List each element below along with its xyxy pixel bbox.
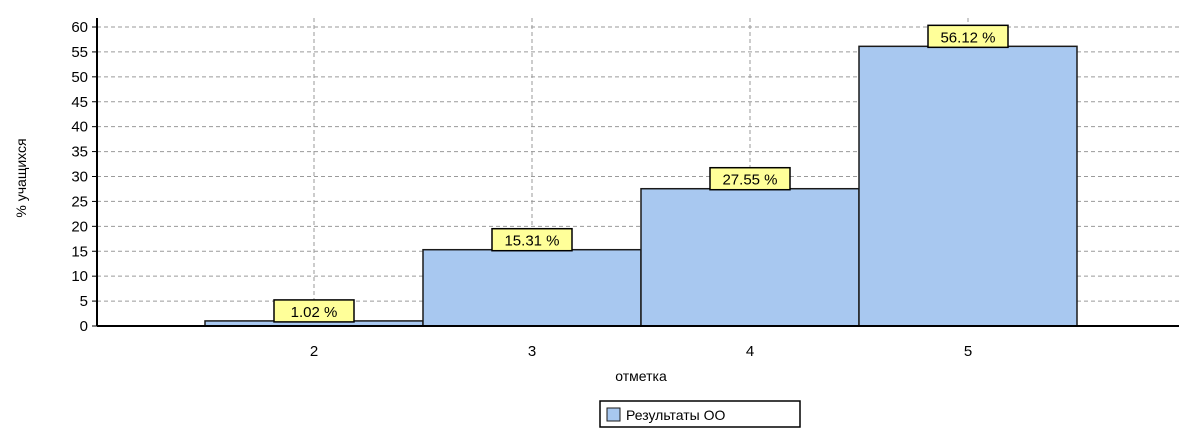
data-label-box: [709, 166, 791, 191]
data-label-text: 56.12 %: [940, 29, 995, 46]
bar-5: [858, 45, 1078, 327]
data-label: 15.31 %: [491, 227, 573, 252]
y-tick-label: 30: [71, 169, 88, 186]
x-axis-title: отметка: [615, 368, 667, 384]
y-tick-label: 20: [71, 218, 88, 235]
x-tick-labels: 2 3 4 5: [310, 343, 972, 360]
bar-4: [640, 187, 860, 327]
data-label-box: [927, 24, 1009, 49]
data-labels: 1.02 % 15.31 % 27.55 % 56.12 %: [273, 24, 1009, 323]
data-label-box: [491, 227, 573, 252]
y-tick-label: 0: [80, 318, 88, 335]
x-tick-label: 4: [746, 343, 754, 360]
y-tick-labels: 0 5 10 15 20 25 30 35 40 45 50 55 60: [71, 19, 97, 335]
x-tick-label: 2: [310, 343, 318, 360]
legend-box: [599, 400, 801, 428]
y-tick-label: 35: [71, 144, 88, 161]
data-label-text: 27.55 %: [722, 172, 777, 189]
data-label-text: 15.31 %: [504, 233, 559, 250]
y-tick-label: 45: [71, 94, 88, 111]
x-tick-label: 3: [528, 343, 536, 360]
y-tick-label: 25: [71, 193, 88, 210]
data-label: 1.02 %: [273, 299, 355, 323]
y-tick-label: 55: [71, 44, 88, 61]
bar-3: [422, 248, 642, 327]
legend: Результаты ОО: [599, 400, 801, 428]
y-tick-label: 5: [80, 293, 88, 310]
data-label-text: 1.02 %: [291, 304, 338, 321]
data-label-box: [273, 299, 355, 323]
data-label: 56.12 %: [927, 24, 1009, 49]
y-tick-label: 40: [71, 119, 88, 136]
y-tick-label: 10: [71, 268, 88, 285]
legend-label: Результаты ОО: [626, 407, 726, 423]
axes: [96, 18, 1179, 327]
y-tick-label: 50: [71, 69, 88, 86]
y-tick-label: 60: [71, 19, 88, 36]
y-axis-title: % учащихся: [13, 138, 29, 217]
legend-swatch: [606, 407, 621, 422]
bars: [204, 45, 1078, 327]
data-label: 27.55 %: [709, 166, 791, 191]
y-tick-label: 15: [71, 243, 88, 260]
x-tick-label: 5: [964, 343, 972, 360]
